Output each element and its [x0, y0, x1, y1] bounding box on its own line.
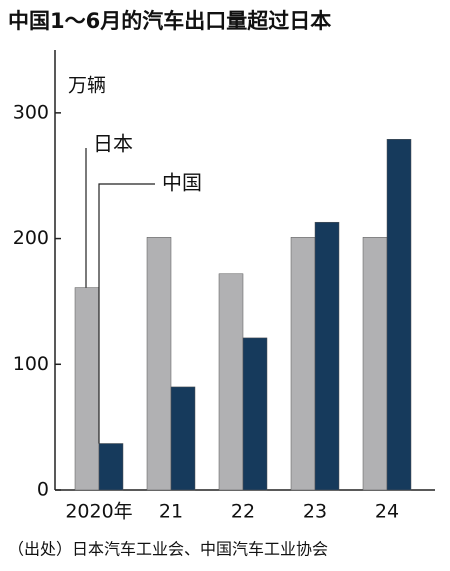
- bar: [314, 221, 340, 491]
- bar: [146, 237, 172, 491]
- x-tick-label: 21: [159, 501, 183, 523]
- x-tick-label: 24: [375, 501, 399, 523]
- bar: [74, 287, 100, 491]
- bar: [98, 443, 124, 491]
- y-axis-label: 万辆: [68, 75, 106, 97]
- y-tick-label: 200: [13, 227, 49, 249]
- bar: [242, 337, 268, 491]
- legend-label: 日本: [93, 132, 133, 156]
- bar: [170, 386, 196, 491]
- x-tick-label: 22: [231, 501, 255, 523]
- bar: [290, 237, 316, 491]
- source-note: （出处）日本汽车工业会、中国汽车工业协会: [8, 540, 328, 559]
- x-tick-label: 2020年: [65, 501, 132, 523]
- legend-leader: [98, 183, 155, 444]
- legend-label: 中国: [162, 171, 202, 195]
- y-tick-label: 100: [13, 353, 49, 375]
- bar: [386, 139, 412, 491]
- bar: [218, 273, 244, 491]
- x-tick-label: 23: [303, 501, 327, 523]
- y-tick-label: 300: [13, 101, 49, 123]
- y-tick-label: 0: [37, 479, 49, 501]
- chart-title: 中国1～6月的汽车出口量超过日本: [8, 9, 331, 33]
- bar: [362, 237, 388, 491]
